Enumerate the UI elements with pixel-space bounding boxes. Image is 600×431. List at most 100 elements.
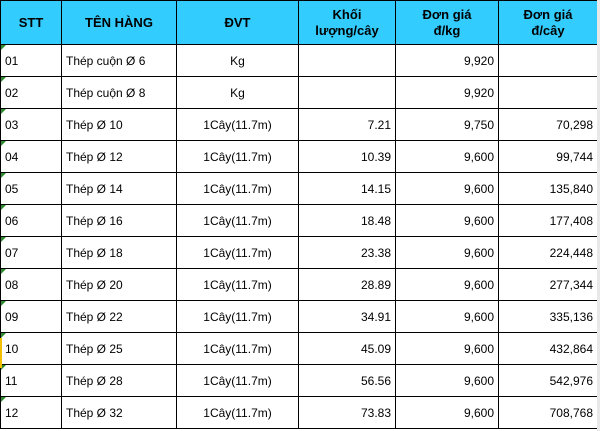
cell-unit[interactable]: Kg bbox=[176, 76, 299, 109]
cell-price-per-kg-text: 9,600 bbox=[463, 181, 494, 196]
cell-price-per-tree[interactable]: 224,448 bbox=[498, 236, 598, 269]
cell-unit[interactable]: 1Cây(11.7m) bbox=[176, 108, 299, 141]
cell-price-per-kg[interactable]: 9,600 bbox=[395, 236, 499, 269]
cell-product-name[interactable]: Thép cuộn Ø 6 bbox=[61, 44, 177, 77]
cell-weight-text: 56.56 bbox=[360, 373, 391, 388]
cell-price-per-tree[interactable] bbox=[498, 76, 598, 109]
cell-unit[interactable]: Kg bbox=[176, 44, 299, 77]
cell-price-per-tree[interactable]: 335,136 bbox=[498, 300, 598, 333]
cell-product-name[interactable]: Thép Ø 16 bbox=[61, 204, 177, 237]
cell-product-name[interactable]: Thép Ø 25 bbox=[61, 332, 177, 365]
cell-stt-text: 02 bbox=[5, 85, 19, 100]
header-stt[interactable]: STT bbox=[0, 0, 62, 45]
cell-stt[interactable]: 08 bbox=[0, 268, 62, 301]
cell-stt[interactable]: 02 bbox=[0, 76, 62, 109]
cell-unit[interactable]: 1Cây(11.7m) bbox=[176, 172, 299, 205]
cell-weight[interactable]: 28.89 bbox=[298, 268, 396, 301]
cell-stt-text: 06 bbox=[5, 213, 19, 228]
cell-unit[interactable]: 1Cây(11.7m) bbox=[176, 364, 299, 397]
header-khoi-luong[interactable]: Khối lượng/cây bbox=[298, 0, 396, 45]
cell-price-per-tree[interactable]: 708,768 bbox=[498, 396, 598, 429]
cell-unit[interactable]: 1Cây(11.7m) bbox=[176, 332, 299, 365]
cell-stt[interactable]: 09 bbox=[0, 300, 62, 333]
header-ten-hang[interactable]: TÊN HÀNG bbox=[61, 0, 177, 45]
cell-weight[interactable]: 34.91 bbox=[298, 300, 396, 333]
cell-product-name[interactable]: Thép Ø 22 bbox=[61, 300, 177, 333]
error-indicator-icon bbox=[1, 333, 6, 338]
cell-product-name[interactable]: Thép Ø 10 bbox=[61, 108, 177, 141]
cell-stt[interactable]: 07 bbox=[0, 236, 62, 269]
cell-price-per-kg[interactable]: 9,600 bbox=[395, 396, 499, 429]
cell-price-per-tree[interactable] bbox=[498, 44, 598, 77]
cell-product-name[interactable]: Thép Ø 18 bbox=[61, 236, 177, 269]
cell-product-name[interactable]: Thép Ø 28 bbox=[61, 364, 177, 397]
error-indicator-icon bbox=[1, 237, 6, 242]
cell-unit[interactable]: 1Cây(11.7m) bbox=[176, 396, 299, 429]
cell-price-per-tree[interactable]: 277,344 bbox=[498, 268, 598, 301]
cell-stt[interactable]: 12 bbox=[0, 396, 62, 429]
cell-weight-text: 23.38 bbox=[360, 245, 391, 260]
cell-product-name[interactable]: Thép Ø 32 bbox=[61, 396, 177, 429]
header-don-gia-cay[interactable]: Đơn giá đ/cây bbox=[498, 0, 598, 45]
cell-stt[interactable]: 03 bbox=[0, 108, 62, 141]
cell-weight[interactable] bbox=[298, 44, 396, 77]
cell-price-per-tree[interactable]: 432,864 bbox=[498, 332, 598, 365]
cell-weight-text: 18.48 bbox=[360, 213, 391, 228]
cell-product-name[interactable]: Thép cuộn Ø 8 bbox=[61, 76, 177, 109]
cell-price-per-kg[interactable]: 9,750 bbox=[395, 108, 499, 141]
cell-price-per-tree[interactable]: 135,840 bbox=[498, 172, 598, 205]
cell-price-per-kg[interactable]: 9,600 bbox=[395, 332, 499, 365]
cell-weight[interactable]: 45.09 bbox=[298, 332, 396, 365]
cell-stt[interactable]: 05 bbox=[0, 172, 62, 205]
cell-product-name-text: Thép Ø 25 bbox=[66, 341, 123, 356]
cell-unit[interactable]: 1Cây(11.7m) bbox=[176, 140, 299, 173]
cell-price-per-kg[interactable]: 9,600 bbox=[395, 140, 499, 173]
cell-price-per-tree[interactable]: 542,976 bbox=[498, 364, 598, 397]
cell-unit-text: Kg bbox=[230, 85, 245, 100]
cell-stt[interactable]: 06 bbox=[0, 204, 62, 237]
cell-stt[interactable]: 01 bbox=[0, 44, 62, 77]
cell-price-per-tree[interactable]: 70,298 bbox=[498, 108, 598, 141]
cell-weight[interactable]: 10.39 bbox=[298, 140, 396, 173]
cell-price-per-tree[interactable]: 99,744 bbox=[498, 140, 598, 173]
cell-price-per-kg[interactable]: 9,600 bbox=[395, 268, 499, 301]
cell-price-per-kg[interactable]: 9,600 bbox=[395, 364, 499, 397]
cell-weight[interactable]: 23.38 bbox=[298, 236, 396, 269]
cell-weight[interactable] bbox=[298, 76, 396, 109]
cell-weight[interactable]: 14.15 bbox=[298, 172, 396, 205]
cell-unit[interactable]: 1Cây(11.7m) bbox=[176, 268, 299, 301]
cell-stt-text: 01 bbox=[5, 53, 19, 68]
cell-weight[interactable]: 56.56 bbox=[298, 364, 396, 397]
cell-weight[interactable]: 73.83 bbox=[298, 396, 396, 429]
cell-unit-text: 1Cây(11.7m) bbox=[203, 181, 272, 196]
cell-unit[interactable]: 1Cây(11.7m) bbox=[176, 300, 299, 333]
cell-price-per-tree-text: 277,344 bbox=[549, 277, 593, 292]
cell-price-per-kg[interactable]: 9,920 bbox=[395, 44, 499, 77]
sheet-edge bbox=[597, 0, 600, 431]
cell-product-name[interactable]: Thép Ø 14 bbox=[61, 172, 177, 205]
cell-price-per-tree[interactable]: 177,408 bbox=[498, 204, 598, 237]
header-dvt[interactable]: ĐVT bbox=[176, 0, 299, 45]
cell-unit[interactable]: 1Cây(11.7m) bbox=[176, 204, 299, 237]
cell-stt-text: 09 bbox=[5, 309, 19, 324]
cell-stt[interactable]: 11 bbox=[0, 364, 62, 397]
cell-unit[interactable]: 1Cây(11.7m) bbox=[176, 236, 299, 269]
cell-product-name[interactable]: Thép Ø 12 bbox=[61, 140, 177, 173]
cell-weight[interactable]: 7.21 bbox=[298, 108, 396, 141]
cell-price-per-kg-text: 9,920 bbox=[463, 85, 494, 100]
cell-price-per-kg[interactable]: 9,600 bbox=[395, 300, 499, 333]
header-don-gia-kg[interactable]: Đơn giá đ/kg bbox=[395, 0, 499, 45]
cell-price-per-kg[interactable]: 9,600 bbox=[395, 172, 499, 205]
cell-stt[interactable]: 04 bbox=[0, 140, 62, 173]
cell-price-per-tree-text: 70,298 bbox=[556, 117, 593, 132]
error-indicator-icon bbox=[1, 301, 6, 306]
cell-stt[interactable]: 10 bbox=[0, 332, 62, 365]
cell-product-name[interactable]: Thép Ø 20 bbox=[61, 268, 177, 301]
error-indicator-icon bbox=[1, 173, 6, 178]
cell-product-name-text: Thép Ø 16 bbox=[66, 213, 123, 228]
cell-price-per-kg-text: 9,600 bbox=[463, 373, 494, 388]
cell-price-per-kg[interactable]: 9,600 bbox=[395, 204, 499, 237]
cell-price-per-kg[interactable]: 9,920 bbox=[395, 76, 499, 109]
cell-product-name-text: Thép Ø 32 bbox=[66, 405, 123, 420]
cell-weight[interactable]: 18.48 bbox=[298, 204, 396, 237]
